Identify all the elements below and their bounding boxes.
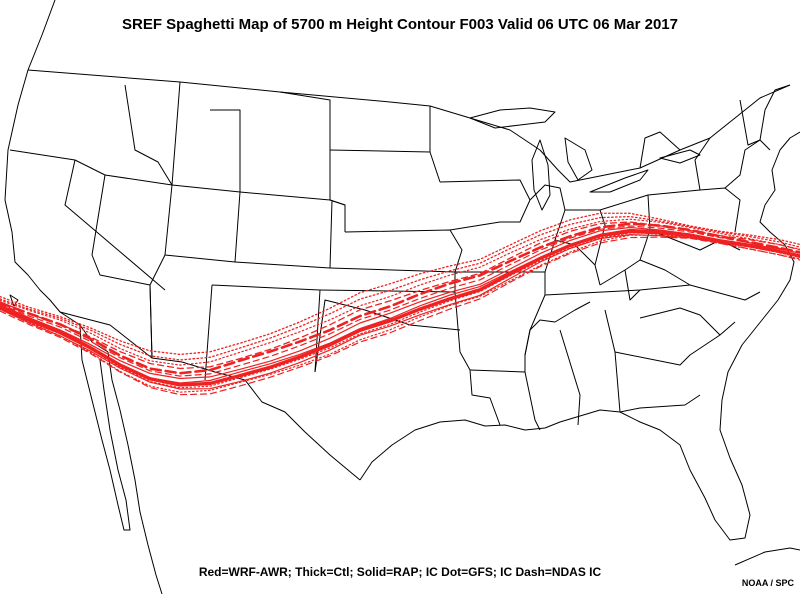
lake-ontario [659, 149, 701, 164]
state-boundaries [9, 81, 791, 431]
lake-superior [469, 107, 556, 129]
ndas-ic-member-1-contour [0, 221, 800, 370]
gulf-coastline [359, 399, 751, 541]
lake-erie [589, 169, 649, 193]
atlantic-coastline [721, 131, 800, 401]
coastlines-and-borders [4, 0, 800, 594]
lake-huron [564, 137, 593, 181]
ndas-ic-member-2-contour [0, 222, 800, 375]
lake-michigan [531, 139, 551, 211]
map-title: SREF Spaghetti Map of 5700 m Height Cont… [122, 16, 678, 33]
pacific-coastline [4, 0, 109, 353]
us-mexico-border [59, 311, 361, 481]
credit-label: NOAA / SPC [741, 578, 794, 588]
mexico-pacific-coast [107, 351, 163, 594]
rap-ic-member-2-contour [0, 228, 800, 384]
cuba-coast [734, 547, 800, 566]
gfs-ic-member-4-contour [0, 232, 800, 389]
gfs-ic-member-5-contour [0, 234, 800, 393]
height-contour-members [0, 212, 800, 396]
rap-ic-member-3-contour [0, 234, 800, 390]
member-legend: Red=WRF-AWR; Thick=Ctl; Solid=RAP; IC Do… [198, 565, 602, 579]
ndas-ic-member-4-contour [0, 236, 800, 396]
baja-california-coast [79, 324, 131, 531]
gfs-ic-member-1-contour [0, 212, 800, 356]
ndas-ic-member-3-contour [0, 225, 800, 377]
gfs-ic-member-2-contour [0, 215, 800, 361]
canada-border [27, 69, 791, 183]
gfs-ic-member-3-contour [0, 218, 800, 366]
